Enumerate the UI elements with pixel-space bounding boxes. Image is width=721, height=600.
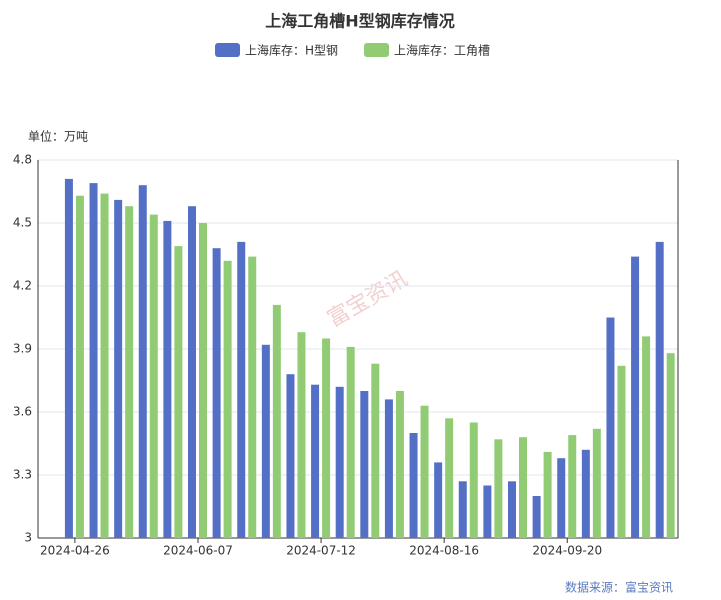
legend-label: 上海库存：H型钢	[245, 43, 338, 58]
y-tick-label: 4.5	[13, 216, 32, 230]
bar	[519, 437, 527, 538]
bar	[631, 256, 640, 538]
source: 数据来源：富宝资讯	[565, 580, 673, 595]
bar	[445, 418, 454, 538]
x-tick-label: 2024-09-20	[532, 544, 602, 558]
legend-label: 上海库存：工角槽	[394, 43, 490, 58]
bar	[163, 220, 172, 538]
y-tick-label: 4.2	[13, 279, 32, 293]
bar	[666, 353, 675, 538]
bar	[420, 405, 429, 538]
y-tick-label: 4.8	[13, 153, 32, 167]
bar	[617, 365, 626, 538]
bar	[557, 458, 566, 538]
bar	[149, 214, 158, 538]
bar	[642, 336, 651, 538]
bar	[371, 363, 380, 538]
bar	[469, 422, 478, 538]
y-tick-label: 3.9	[13, 342, 32, 356]
bar	[543, 451, 552, 538]
bar	[100, 193, 109, 538]
watermark: 富宝资讯	[323, 267, 412, 333]
bar	[434, 462, 443, 538]
bar	[188, 206, 196, 538]
bar	[286, 374, 295, 538]
bar	[409, 433, 418, 538]
bar	[458, 481, 467, 538]
bar	[606, 317, 615, 538]
chart-title: 上海工角槽H型钢库存情况	[265, 12, 454, 31]
y-tick-label: 3	[24, 531, 32, 545]
bar	[335, 386, 344, 538]
bar	[494, 439, 503, 538]
bar	[89, 183, 98, 538]
bar	[114, 199, 123, 538]
bar	[75, 195, 84, 538]
y-tick-label: 3.6	[13, 405, 32, 419]
bar	[248, 256, 257, 538]
legend-swatch	[215, 43, 240, 57]
bar	[125, 206, 134, 538]
bar	[174, 246, 183, 538]
bar	[592, 428, 601, 538]
y-tick-label: 3.3	[13, 468, 32, 482]
bar	[138, 185, 147, 538]
bar	[237, 241, 246, 538]
bar	[568, 435, 577, 538]
bar	[532, 496, 541, 538]
bar	[272, 304, 281, 538]
bar	[297, 332, 306, 538]
bar	[581, 449, 590, 538]
bar	[311, 384, 320, 538]
x-tick-label: 2024-07-12	[286, 544, 356, 558]
bar	[483, 485, 492, 538]
bar	[346, 346, 355, 538]
bar	[212, 248, 221, 538]
bar	[261, 344, 270, 538]
bar	[655, 241, 664, 538]
legend-swatch	[364, 43, 389, 57]
bar	[322, 338, 331, 538]
x-tick-label: 2024-04-26	[40, 544, 110, 558]
bar	[64, 178, 73, 538]
bar	[395, 391, 404, 538]
bar	[508, 481, 516, 538]
bar	[360, 391, 369, 538]
bar	[384, 399, 393, 538]
y-axis-label: 单位：万吨	[28, 129, 88, 144]
x-tick-label: 2024-06-07	[163, 544, 233, 558]
bar	[223, 260, 232, 538]
x-tick-label: 2024-08-16	[409, 544, 479, 558]
bar	[199, 223, 207, 538]
